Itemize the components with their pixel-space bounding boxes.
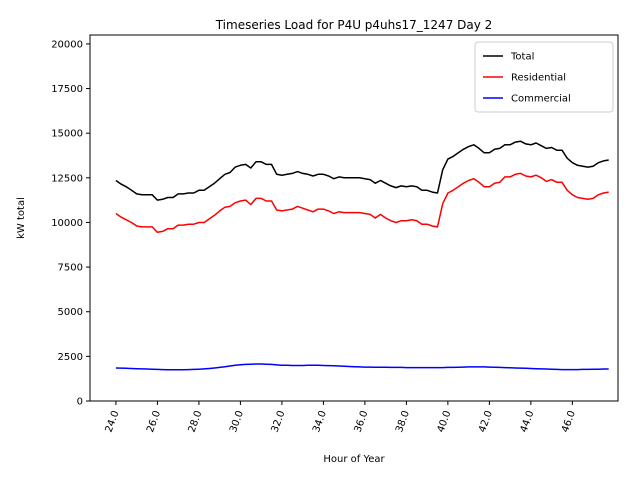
legend: Total Residential Commercial xyxy=(474,41,614,113)
y-tick-label: 20000 xyxy=(51,39,83,50)
y-axis-ticks: 0 2500 5000 7500 10000 12500 15000 17500 20000 xyxy=(51,39,90,408)
series-line-residential xyxy=(115,172,609,234)
series-line-commercial xyxy=(115,363,609,371)
x-axis-label: Hour of Year xyxy=(323,454,385,465)
y-tick-label: 17500 xyxy=(51,84,83,95)
legend-label-total: Total xyxy=(510,52,534,63)
y-tick-label: 0 xyxy=(77,397,83,408)
y-tick-label: 7500 xyxy=(58,263,83,274)
y-tick-label: 15000 xyxy=(51,129,83,140)
legend-box xyxy=(474,41,614,113)
y-tick-label: 5000 xyxy=(58,307,83,318)
legend-label-commercial: Commercial xyxy=(511,94,571,105)
y-tick-label: 10000 xyxy=(51,218,83,229)
series-layer xyxy=(115,140,609,371)
legend-label-residential: Residential xyxy=(511,73,566,84)
chart-title: Timeseries Load for P4U p4uhs17_1247 Day… xyxy=(215,18,493,32)
y-axis-label: kW total xyxy=(16,197,27,239)
plot-frame xyxy=(89,34,619,402)
y-tick-label: 2500 xyxy=(58,352,83,363)
y-tick-label: 12500 xyxy=(51,173,83,184)
series-line-total xyxy=(115,140,609,201)
